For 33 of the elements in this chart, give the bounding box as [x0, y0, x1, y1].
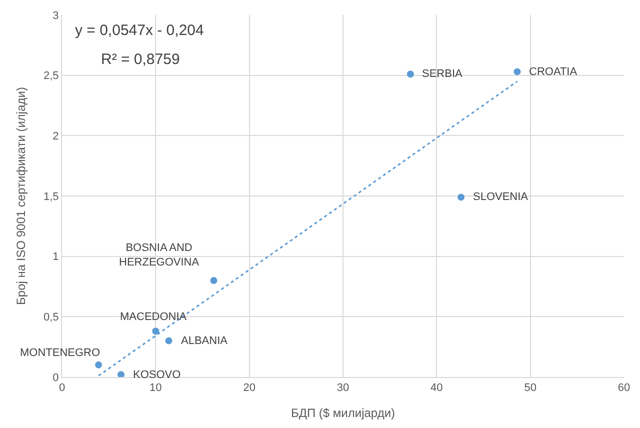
y-tick-label: 0: [52, 372, 59, 384]
annotation: BOSNIA AND HERZEGOVINA: [119, 242, 200, 268]
y-axis-title: Број на ISO 9001 сертификати (илјади): [14, 87, 28, 305]
x-tick-label: 30: [336, 382, 350, 394]
x-tick-label: 40: [430, 382, 443, 394]
point: [406, 70, 414, 78]
y-tick-label: 1,5: [44, 190, 59, 203]
point: [152, 328, 160, 335]
y-tick-label: 1: [52, 251, 59, 264]
annotation: y = 0,0547x - 0,204: [75, 22, 204, 39]
annotation: CROATIA: [529, 66, 578, 78]
x-tick-label: 10: [150, 382, 162, 394]
annotation: SERBIA: [422, 68, 464, 80]
point: [165, 337, 172, 344]
x-tick-label: 60: [618, 382, 630, 394]
annotation: R² = 0,8759: [101, 51, 180, 68]
x-axis-title: БДП ($ милијарди): [290, 406, 396, 420]
y-tick-label: 3: [52, 10, 59, 22]
x-tick-label: 50: [524, 382, 536, 394]
annotation: SLOVENIA: [473, 191, 529, 203]
annotation: MACEDONIA: [120, 311, 188, 323]
point: [210, 276, 218, 284]
point: [118, 371, 125, 377]
annotation: KOSOVO: [133, 369, 182, 381]
x-tick-label: 20: [243, 382, 256, 394]
point: [458, 194, 465, 201]
y-tick-label: 0,5: [44, 312, 59, 324]
y-tick-label: 2: [52, 130, 59, 143]
point: [514, 68, 521, 76]
y-tick-label: 2,5: [44, 70, 59, 82]
annotation: ALBANIA: [181, 335, 228, 347]
annotation: MONTENEGRO: [20, 347, 100, 359]
point: [95, 361, 102, 368]
